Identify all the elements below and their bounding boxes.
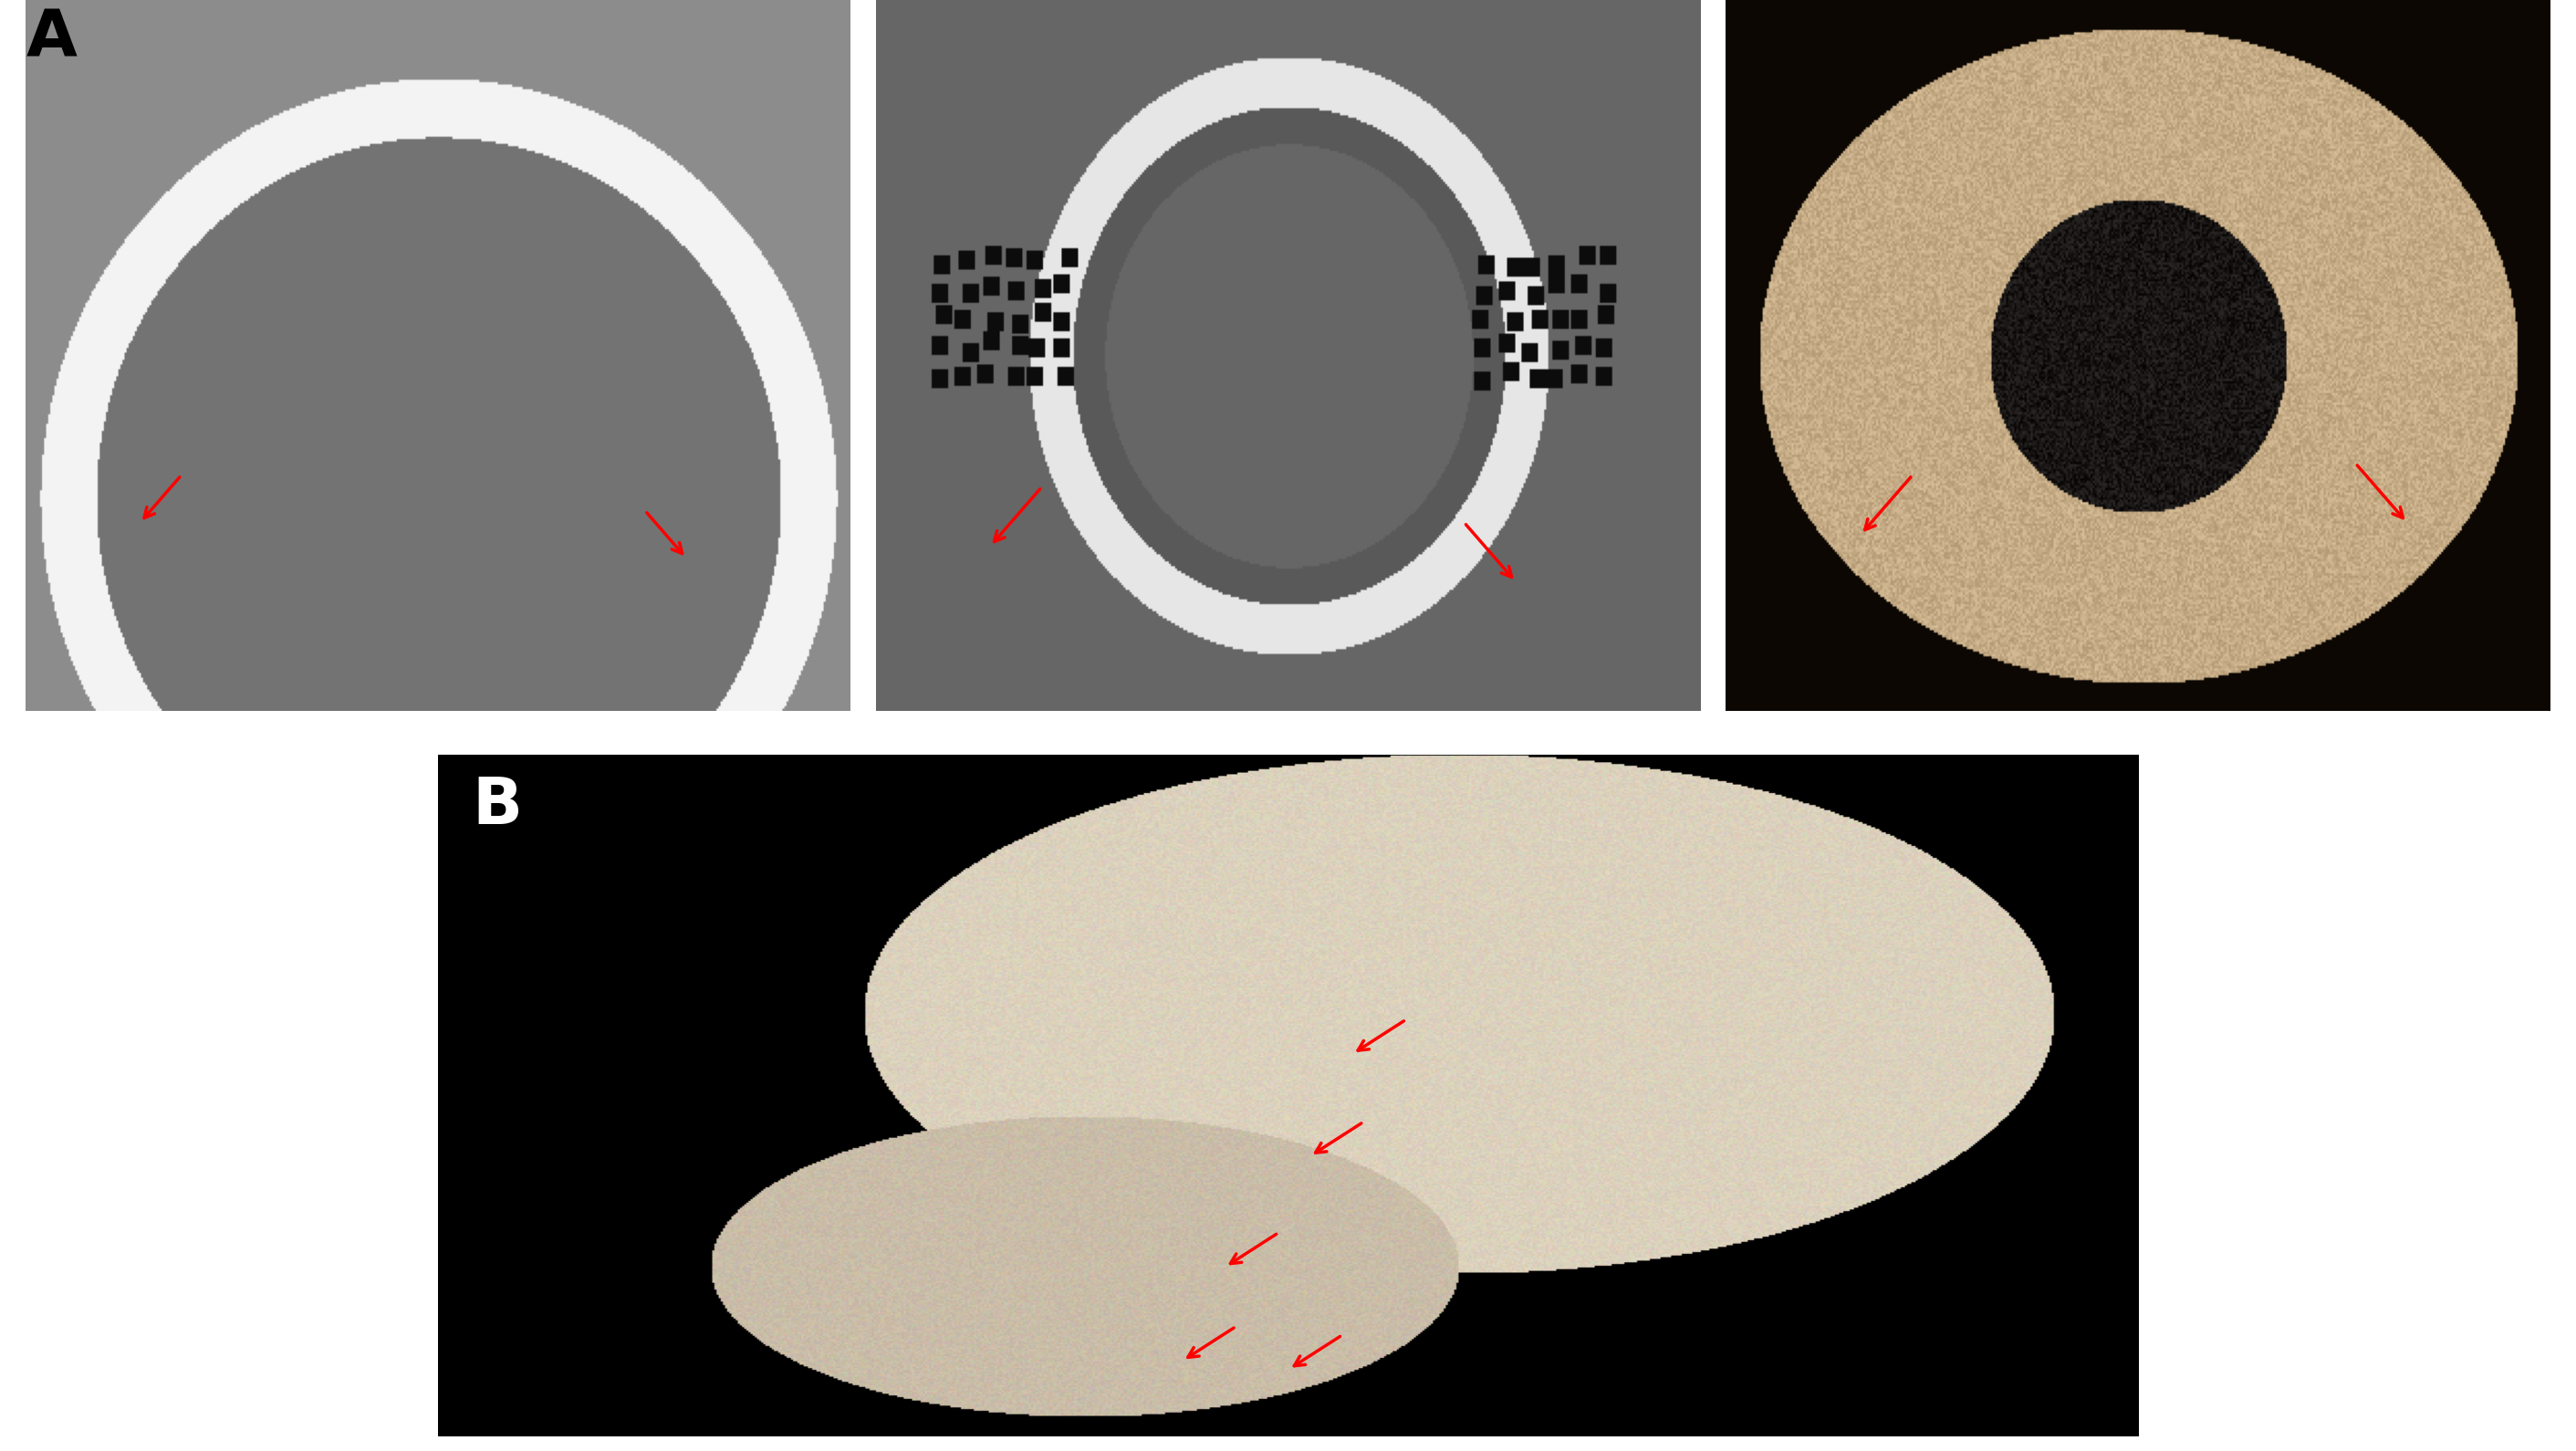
Text: A: A <box>26 7 77 70</box>
Text: B: B <box>471 775 523 837</box>
